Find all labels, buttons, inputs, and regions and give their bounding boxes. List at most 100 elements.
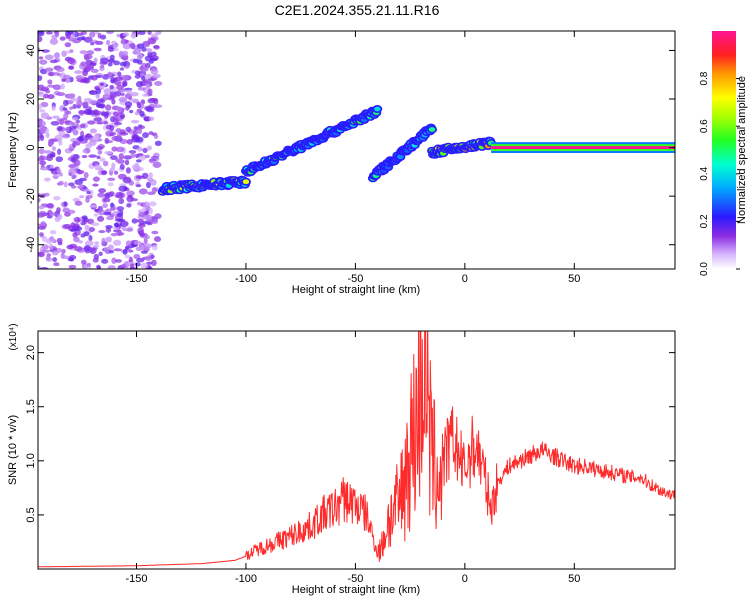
heatmap-noise-cell — [56, 168, 62, 174]
heatmap-noise-cell — [124, 101, 133, 108]
heatmap-noise-cell — [90, 68, 99, 73]
heatmap-noise-cell — [134, 70, 141, 76]
heatmap-noise-cell — [53, 262, 60, 267]
heatmap-noise-cell — [125, 105, 130, 111]
heatmap-noise-cell — [38, 35, 43, 43]
heatmap-noise-cell — [71, 174, 76, 180]
heatmap-noise-cell — [73, 216, 81, 223]
heatmap-noise-cell — [81, 154, 88, 159]
spectrogram-x-tick-label: 50 — [568, 273, 580, 285]
heatmap-noise-cell — [78, 109, 86, 115]
heatmap-noise-cell — [49, 38, 59, 45]
heatmap-noise-cell — [93, 57, 98, 64]
heatmap-noise-cell — [86, 190, 91, 195]
heatmap-noise-cell — [80, 221, 86, 226]
heatmap-noise-cell — [68, 168, 77, 175]
heatmap-noise-cell — [106, 31, 114, 35]
heatmap-noise-cell — [109, 54, 115, 60]
heatmap-noise-cell — [40, 112, 50, 119]
heatmap-noise-cell — [83, 245, 91, 252]
heatmap-noise-cell — [128, 43, 135, 48]
heatmap-noise-cell — [57, 148, 62, 155]
heatmap-noise-cell — [47, 79, 53, 85]
heatmap-noise-cell — [93, 213, 99, 217]
heatmap-noise-cell — [78, 135, 84, 142]
heatmap-noise-cell — [98, 230, 106, 234]
heatmap-noise-cell — [52, 257, 58, 262]
heatmap-noise-cell — [77, 240, 84, 244]
heatmap-noise-cell — [137, 53, 143, 59]
heatmap-noise-cell — [116, 106, 123, 113]
heatmap-noise-cell — [131, 98, 140, 104]
heatmap-noise-cell — [38, 148, 45, 155]
heatmap-noise-cell — [64, 42, 72, 48]
heatmap-noise-cell — [148, 201, 157, 207]
heatmap-noise-cell — [68, 66, 74, 70]
heatmap-noise-cell — [100, 111, 110, 116]
heatmap-noise-cell — [69, 243, 77, 249]
snr-x-tick-label: 0 — [462, 573, 468, 585]
heatmap-noise-cell — [61, 248, 66, 254]
heatmap-noise-cell — [96, 265, 102, 269]
heatmap-noise-cell — [128, 40, 133, 44]
colorbar-ticks: 0.0 0.2 0.4 0.6 0.8 — [699, 71, 740, 276]
heatmap-noise-cell — [154, 140, 162, 147]
heatmap-noise-cell — [89, 31, 96, 38]
heatmap-noise-cell — [38, 75, 43, 81]
heatmap-noise-cell — [155, 31, 162, 36]
colorbar-gradient — [712, 31, 736, 269]
heatmap-noise-cell — [148, 131, 154, 136]
spectrogram-y-ticks: -40 -20 0 20 40 — [25, 44, 675, 253]
heatmap-noise-cell — [63, 181, 68, 188]
heatmap-noise-cell — [65, 94, 73, 99]
heatmap-noise-cell — [98, 251, 103, 257]
heatmap-noise-cell — [39, 59, 48, 65]
heatmap-noise-cell — [104, 192, 111, 199]
heatmap-noise-cell — [94, 40, 104, 45]
spectrogram-frame — [37, 30, 676, 270]
heatmap-noise-cell — [104, 236, 113, 243]
heatmap-noise-cell — [80, 259, 87, 265]
heatmap-noise-cell — [51, 249, 59, 256]
heatmap-noise-cell — [145, 235, 150, 240]
heatmap-noise-cell — [100, 34, 107, 40]
heatmap-noise-cell — [131, 119, 139, 124]
heatmap-noise-cell — [121, 227, 128, 232]
heatmap-noise-cell — [133, 240, 143, 245]
snr-x-axis-label: Height of straight line (km) — [292, 584, 420, 596]
heatmap-noise-cell — [62, 255, 70, 260]
snr-y-tick-label: 2.0 — [25, 345, 37, 360]
heatmap-noise-cell — [59, 119, 65, 126]
heatmap-noise-cell — [55, 156, 64, 163]
heatmap-noise-cell — [117, 71, 122, 77]
heatmap-noise-cell — [39, 126, 47, 134]
heatmap-noise-cell — [129, 109, 134, 114]
colorbar-tick-label: 0.0 — [699, 262, 710, 276]
heatmap-noise-cell — [72, 141, 77, 148]
heatmap-noise-cell — [136, 201, 142, 206]
heatmap-noise-cell — [49, 168, 56, 172]
heatmap-noise-cell — [48, 243, 54, 251]
heatmap-noise-cell — [114, 222, 119, 228]
heatmap-noise-cell — [143, 237, 148, 244]
heatmap-noise-cell — [38, 251, 45, 258]
heatmap-blob-core — [374, 106, 381, 112]
heatmap-noise-cell — [49, 59, 58, 64]
heatmap-noise-cell — [116, 84, 125, 90]
heatmap-noise-cell — [83, 36, 93, 43]
snr-y-tick-label: 1.0 — [25, 453, 37, 468]
heatmap-noise-cell — [40, 101, 49, 108]
heatmap-noise-cell — [76, 36, 85, 41]
heatmap-noise-cell — [107, 46, 114, 52]
heatmap-noise-cell — [70, 157, 76, 162]
heatmap-noise-cell — [146, 145, 152, 151]
heatmap-noise-cell — [49, 211, 55, 217]
heatmap-noise-cell — [56, 237, 63, 244]
heatmap-noise-cell — [93, 110, 102, 116]
heatmap-noise-cell — [74, 200, 83, 206]
heatmap-noise-cell — [75, 75, 84, 80]
heatmap-noise-cell — [111, 257, 117, 264]
heatmap-noise-cell — [91, 222, 100, 227]
heatmap-noise-cell — [67, 209, 76, 214]
snr-x-ticks: -150 -100 -50 0 50 — [125, 331, 580, 585]
